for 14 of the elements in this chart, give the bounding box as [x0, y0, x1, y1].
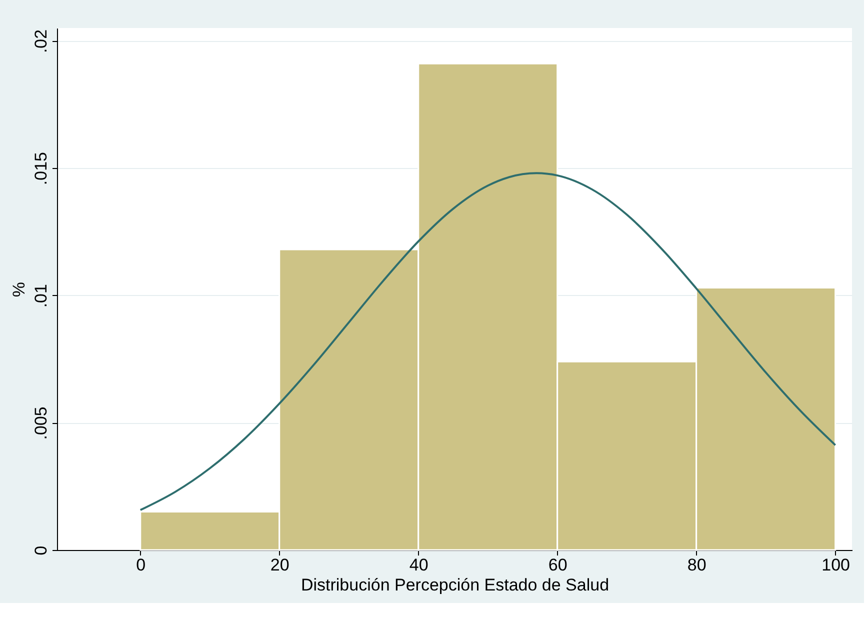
x-axis-title: Distribución Percepción Estado de Salud [300, 576, 610, 594]
x-tick-label: 20 [270, 556, 290, 574]
line-series [139, 172, 836, 512]
y-axis-title: % [10, 282, 28, 298]
x-tick-label: 80 [687, 556, 706, 574]
y-tick-label: .01 [32, 284, 50, 308]
x-tick-label: 60 [548, 556, 568, 574]
x-tick-label: 0 [136, 556, 146, 574]
y-tick-label: 0 [32, 546, 50, 556]
y-tick-label: .005 [32, 406, 50, 440]
x-tick-label: 100 [822, 556, 850, 574]
y-tick-label: .015 [32, 152, 50, 186]
y-tick-label: .02 [32, 29, 50, 54]
x-tick-label: 40 [409, 556, 428, 574]
